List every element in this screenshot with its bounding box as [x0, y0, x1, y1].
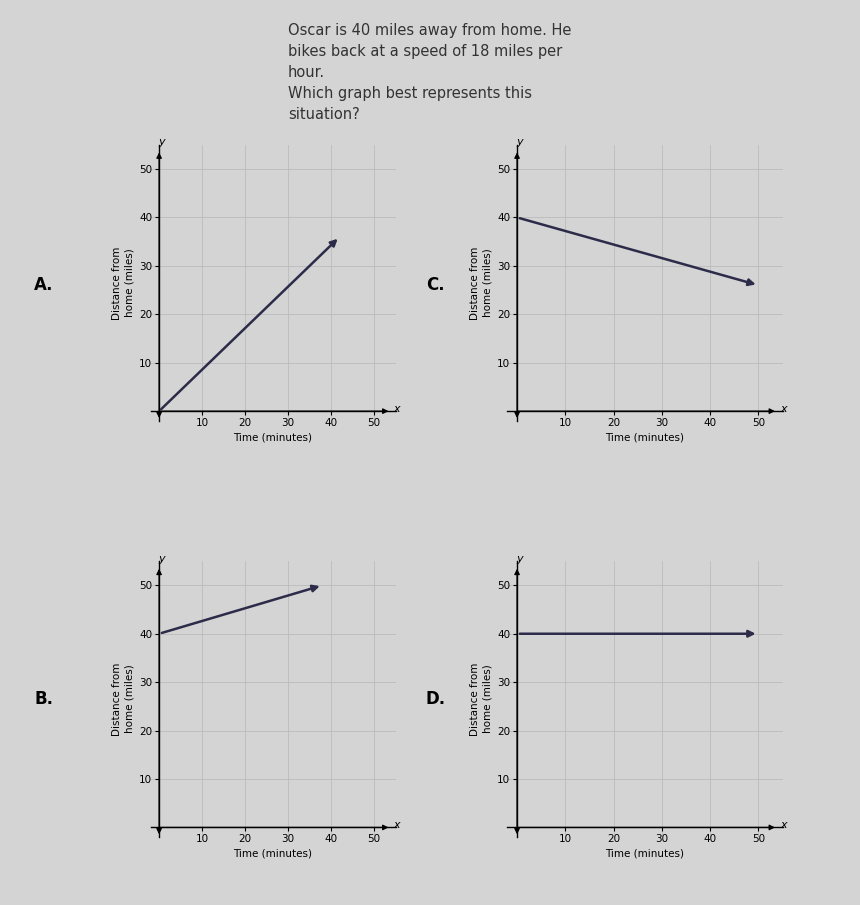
X-axis label: Time (minutes): Time (minutes): [605, 849, 685, 859]
Text: y: y: [158, 138, 164, 148]
Text: x: x: [780, 404, 787, 414]
Text: y: y: [158, 554, 164, 564]
Text: x: x: [780, 820, 787, 830]
Text: y: y: [516, 138, 523, 148]
Text: C.: C.: [426, 276, 445, 294]
Text: Oscar is 40 miles away from home. He
bikes back at a speed of 18 miles per
hour.: Oscar is 40 miles away from home. He bik…: [288, 23, 572, 121]
Text: x: x: [393, 820, 400, 830]
Text: A.: A.: [34, 276, 54, 294]
Y-axis label: Distance from
home (miles): Distance from home (miles): [470, 662, 493, 736]
Text: D.: D.: [426, 690, 445, 708]
Text: y: y: [516, 554, 523, 564]
X-axis label: Time (minutes): Time (minutes): [234, 433, 312, 443]
Y-axis label: Distance from
home (miles): Distance from home (miles): [470, 246, 493, 319]
Y-axis label: Distance from
home (miles): Distance from home (miles): [113, 662, 135, 736]
X-axis label: Time (minutes): Time (minutes): [234, 849, 312, 859]
Text: x: x: [393, 404, 400, 414]
Text: B.: B.: [34, 690, 53, 708]
X-axis label: Time (minutes): Time (minutes): [605, 433, 685, 443]
Y-axis label: Distance from
home (miles): Distance from home (miles): [113, 246, 135, 319]
